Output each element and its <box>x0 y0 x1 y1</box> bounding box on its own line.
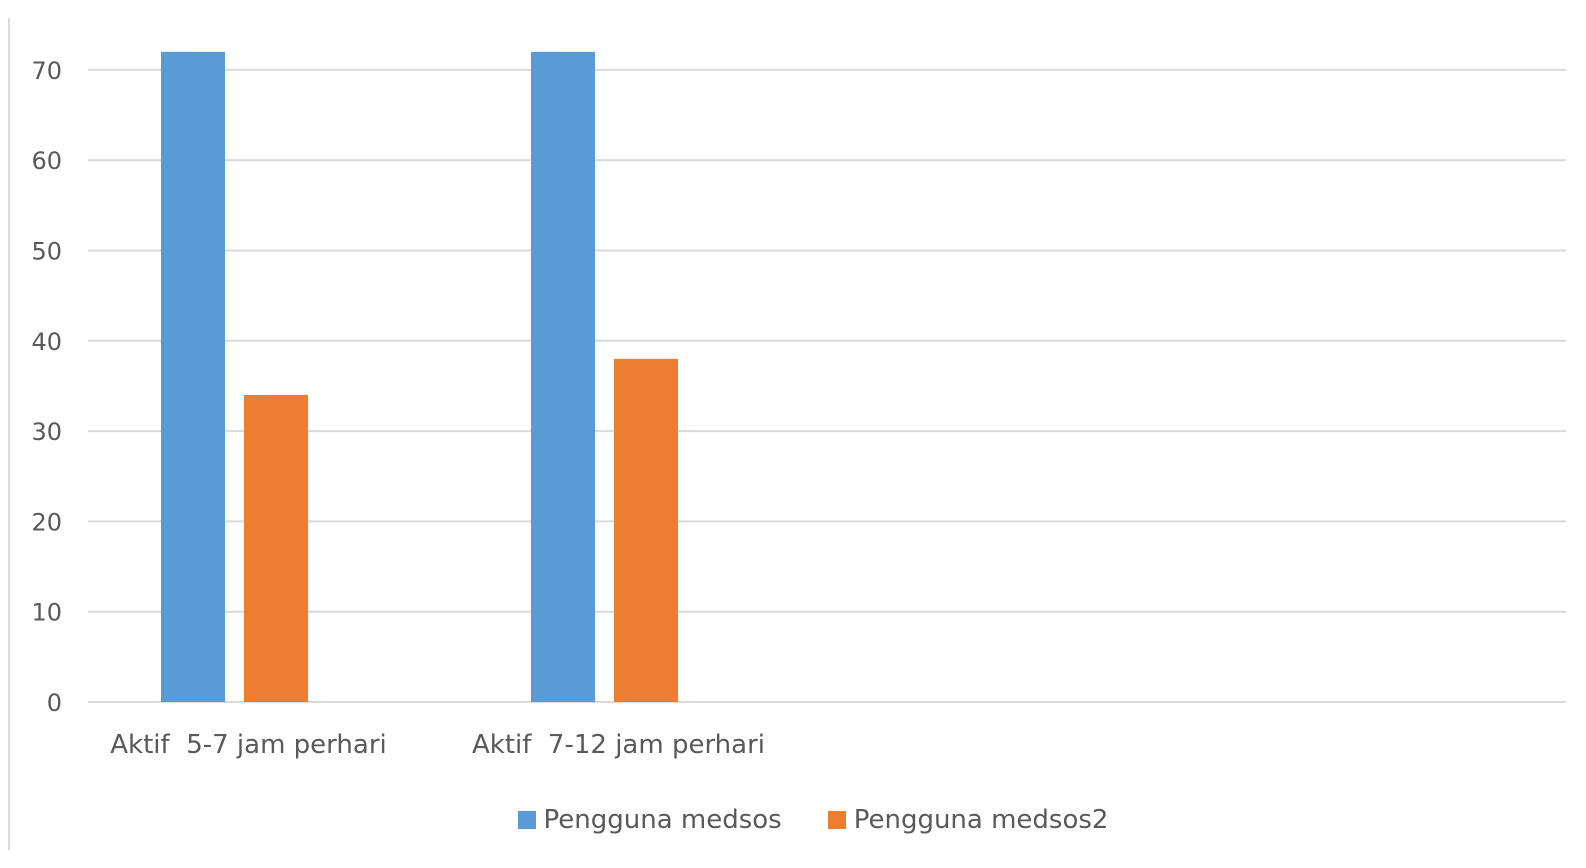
y-tick-label: 40 <box>31 328 62 356</box>
legend-item: Pengguna medsos2 <box>827 805 1109 835</box>
legend: Pengguna medsos Pengguna medsos2 <box>0 800 1586 840</box>
bar-pengguna-medsos2-1 <box>244 394 308 702</box>
y-tick-label: 60 <box>31 147 62 175</box>
x-axis-ticks: Aktif 5-7 jam perhari Aktif 7-12 jam perh… <box>110 730 765 760</box>
legend-item: Pengguna medsos <box>517 805 782 835</box>
x-tick-label: Aktif 5-7 jam perhari <box>110 730 386 760</box>
legend-label: Pengguna medsos <box>543 805 782 835</box>
y-tick-label: 10 <box>31 599 62 627</box>
legend-swatch <box>827 811 846 829</box>
legend-label: Pengguna medsos2 <box>853 805 1109 835</box>
y-tick-label: 0 <box>47 689 62 717</box>
bar-pengguna-medsos-2 <box>531 51 595 702</box>
y-tick-label: 70 <box>31 57 62 85</box>
bar-pengguna-medsos-1 <box>161 51 225 702</box>
y-tick-label: 50 <box>31 238 62 266</box>
bars <box>161 51 678 702</box>
gridlines <box>88 68 1566 703</box>
legend-swatch <box>517 811 536 829</box>
x-tick-label: Aktif 7-12 jam perhari <box>472 730 765 760</box>
y-tick-label: 20 <box>31 508 62 536</box>
bar-pengguna-medsos2-2 <box>614 358 678 702</box>
y-axis-ticks: 0 10 20 30 40 50 60 70 <box>31 57 62 717</box>
chart-left-border <box>8 18 10 850</box>
y-tick-label: 30 <box>31 418 62 446</box>
